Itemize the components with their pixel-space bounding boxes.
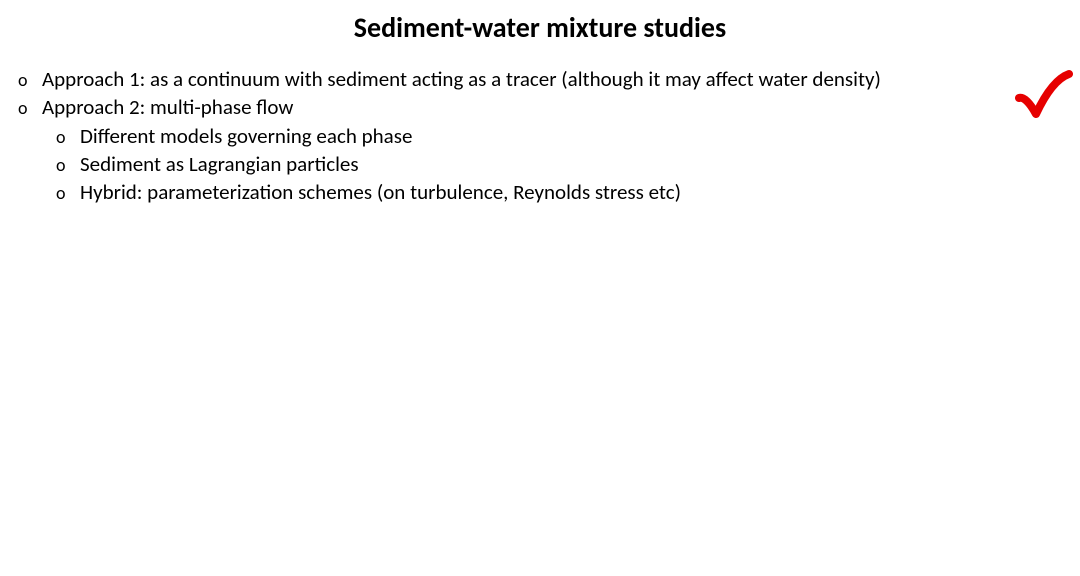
- bullet-marker: o: [56, 125, 80, 149]
- bullet-marker: o: [56, 181, 80, 205]
- bullet-marker: o: [18, 68, 42, 92]
- list-item: o Approach 2: multi-phase flow: [18, 93, 1062, 121]
- slide-content: o Approach 1: as a continuum with sedime…: [0, 65, 1080, 207]
- slide-title: Sediment-water mixture studies: [0, 0, 1080, 65]
- bullet-marker: o: [18, 96, 42, 120]
- list-item: o Approach 1: as a continuum with sedime…: [18, 65, 1062, 93]
- bullet-text: Different models governing each phase: [80, 122, 412, 150]
- list-item: o Hybrid: parameterization schemes (on t…: [18, 178, 1062, 206]
- bullet-marker: o: [56, 153, 80, 177]
- bullet-text: Sediment as Lagrangian particles: [80, 150, 359, 178]
- bullet-text: Approach 1: as a continuum with sediment…: [42, 65, 881, 93]
- bullet-text: Hybrid: parameterization schemes (on tur…: [80, 178, 681, 206]
- list-item: o Different models governing each phase: [18, 122, 1062, 150]
- bullet-text: Approach 2: multi-phase flow: [42, 93, 293, 121]
- checkmark-icon: [1014, 68, 1074, 131]
- list-item: o Sediment as Lagrangian particles: [18, 150, 1062, 178]
